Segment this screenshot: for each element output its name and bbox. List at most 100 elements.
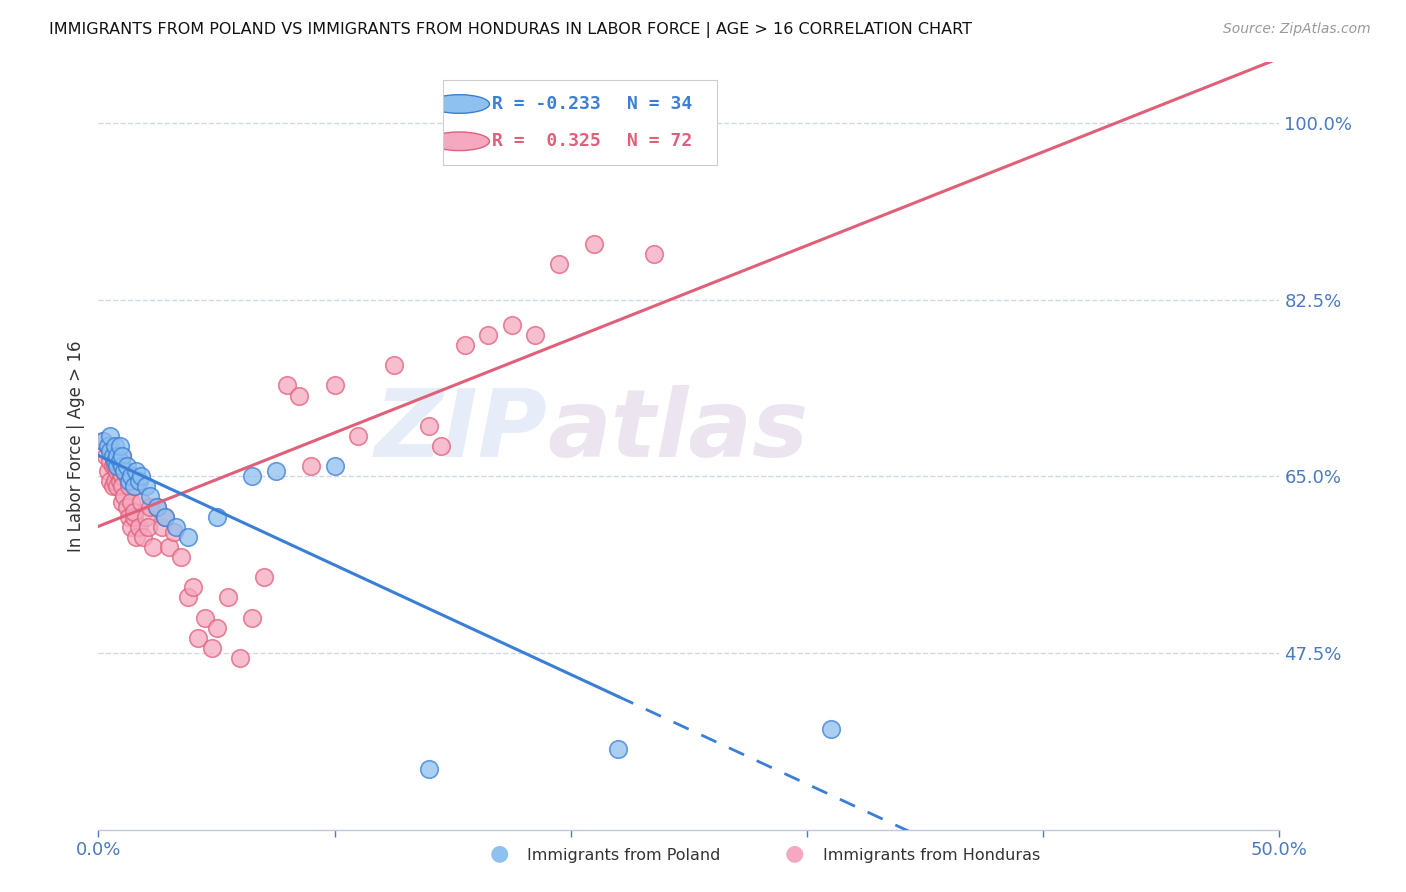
Point xyxy=(132,530,155,544)
Point xyxy=(118,509,141,524)
Point xyxy=(139,490,162,504)
Point xyxy=(146,500,169,514)
Point xyxy=(97,439,120,453)
Text: ●: ● xyxy=(785,844,804,863)
Point xyxy=(98,439,121,453)
Text: N = 72: N = 72 xyxy=(627,132,692,150)
Point xyxy=(108,439,131,453)
Point xyxy=(323,459,346,474)
Point xyxy=(98,475,121,489)
Point xyxy=(101,449,124,463)
Point xyxy=(181,580,204,594)
Point xyxy=(94,449,117,463)
Point xyxy=(136,520,159,534)
Point xyxy=(112,464,135,478)
Text: atlas: atlas xyxy=(547,384,808,476)
Point xyxy=(105,454,128,468)
Point xyxy=(240,469,263,483)
Point xyxy=(115,459,138,474)
Point xyxy=(125,479,148,493)
Text: R =  0.325: R = 0.325 xyxy=(492,132,600,150)
Point xyxy=(105,459,128,474)
Point xyxy=(98,429,121,443)
Point xyxy=(128,475,150,489)
Point xyxy=(477,328,499,343)
Text: R = -0.233: R = -0.233 xyxy=(492,95,600,113)
Point xyxy=(111,494,134,508)
Point xyxy=(118,479,141,493)
Point xyxy=(112,464,135,478)
Text: N = 34: N = 34 xyxy=(627,95,692,113)
Point xyxy=(121,469,143,483)
Point xyxy=(157,540,180,554)
Point xyxy=(276,378,298,392)
Point xyxy=(104,449,127,463)
Point xyxy=(323,378,346,392)
Text: Immigrants from Honduras: Immigrants from Honduras xyxy=(823,848,1040,863)
Point xyxy=(430,439,453,453)
Point xyxy=(111,449,134,463)
Point xyxy=(170,549,193,564)
Point xyxy=(111,469,134,483)
Point xyxy=(122,505,145,519)
Point xyxy=(501,318,523,332)
Point xyxy=(607,741,630,756)
Circle shape xyxy=(429,95,489,113)
Point xyxy=(288,388,311,402)
Point xyxy=(820,722,842,736)
Point xyxy=(453,338,475,352)
Point xyxy=(264,464,287,478)
Point xyxy=(105,464,128,478)
Point xyxy=(163,524,186,539)
Circle shape xyxy=(429,132,489,151)
Point xyxy=(139,500,162,514)
Point xyxy=(194,610,217,624)
Point xyxy=(299,459,322,474)
Point xyxy=(205,509,228,524)
Point xyxy=(524,328,547,343)
Point xyxy=(418,418,440,433)
Point xyxy=(97,464,120,478)
Point xyxy=(108,454,131,468)
Point xyxy=(97,439,120,453)
Point xyxy=(205,621,228,635)
Point xyxy=(253,570,276,584)
Point xyxy=(153,509,176,524)
Point xyxy=(548,257,571,271)
Point xyxy=(98,454,121,468)
Point xyxy=(111,449,134,463)
Point xyxy=(153,509,176,524)
Point xyxy=(125,464,148,478)
Point xyxy=(643,247,665,261)
Point xyxy=(115,500,138,514)
Point xyxy=(229,651,252,665)
Point xyxy=(108,475,131,489)
Point xyxy=(121,494,143,508)
Point xyxy=(135,479,157,493)
Text: Source: ZipAtlas.com: Source: ZipAtlas.com xyxy=(1223,22,1371,37)
Point xyxy=(146,500,169,514)
Point xyxy=(129,494,152,508)
Point xyxy=(104,475,127,489)
Point xyxy=(105,479,128,493)
Point xyxy=(98,444,121,458)
Text: IMMIGRANTS FROM POLAND VS IMMIGRANTS FROM HONDURAS IN LABOR FORCE | AGE > 16 COR: IMMIGRANTS FROM POLAND VS IMMIGRANTS FRO… xyxy=(49,22,972,38)
Point xyxy=(177,530,200,544)
Y-axis label: In Labor Force | Age > 16: In Labor Force | Age > 16 xyxy=(66,340,84,552)
Point xyxy=(121,520,143,534)
Point xyxy=(129,469,152,483)
Point xyxy=(177,591,200,605)
Text: Immigrants from Poland: Immigrants from Poland xyxy=(527,848,721,863)
Point xyxy=(217,591,239,605)
Point xyxy=(142,540,165,554)
Point xyxy=(112,490,135,504)
Point xyxy=(101,479,124,493)
Point xyxy=(108,459,131,474)
Point xyxy=(135,509,157,524)
Point xyxy=(150,520,173,534)
Text: ●: ● xyxy=(489,844,509,863)
Point xyxy=(128,520,150,534)
Point xyxy=(91,434,114,448)
Point xyxy=(122,479,145,493)
Point xyxy=(583,237,606,252)
